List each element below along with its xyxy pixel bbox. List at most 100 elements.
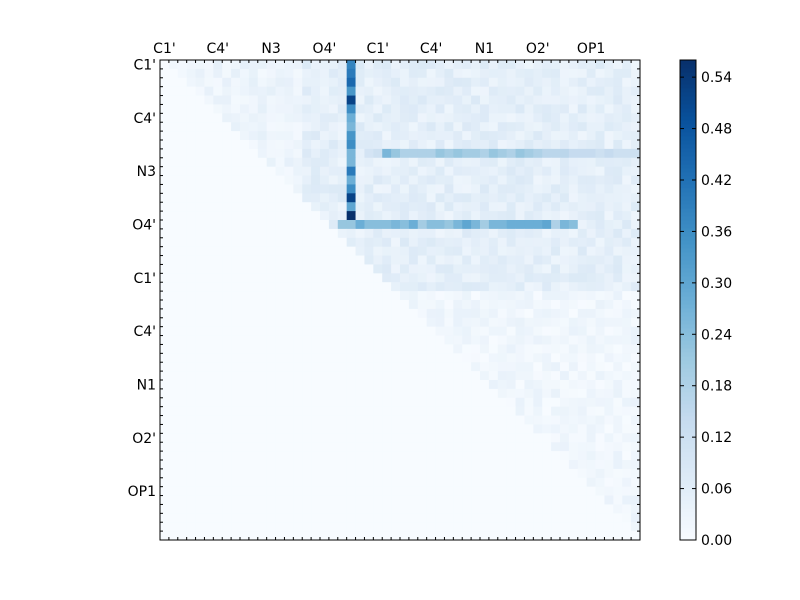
heatmap-cell xyxy=(160,211,170,221)
heatmap-cell xyxy=(560,131,570,141)
heatmap-cell xyxy=(364,344,374,354)
heatmap-cell xyxy=(355,211,365,221)
heatmap-cell xyxy=(444,193,454,203)
heatmap-cell xyxy=(480,300,490,310)
heatmap-cell xyxy=(488,148,499,159)
heatmap-cell xyxy=(453,202,463,212)
heatmap-cell xyxy=(453,255,463,265)
heatmap-cell xyxy=(346,300,356,310)
heatmap-cell xyxy=(515,86,525,96)
heatmap-cell xyxy=(204,344,214,354)
heatmap-cell xyxy=(222,140,232,150)
heatmap-cell xyxy=(604,175,614,185)
heatmap-cell xyxy=(346,451,356,461)
heatmap-cell xyxy=(515,522,525,532)
heatmap-cell xyxy=(284,184,294,194)
heatmap-cell xyxy=(168,255,179,265)
heatmap-cell xyxy=(302,460,312,470)
heatmap-cell xyxy=(417,166,428,176)
heatmap-cell xyxy=(497,228,508,239)
heatmap-cell xyxy=(355,397,365,408)
heatmap-cell xyxy=(320,246,330,256)
heatmap-cell xyxy=(408,504,419,514)
heatmap-cell xyxy=(168,166,179,176)
heatmap-cell xyxy=(631,246,641,256)
heatmap-cell xyxy=(293,77,303,88)
heatmap-cell xyxy=(595,504,605,514)
heatmap-cell xyxy=(471,113,481,123)
heatmap-cell xyxy=(506,486,516,496)
heatmap-cell xyxy=(462,468,472,479)
heatmap-cell xyxy=(453,68,463,79)
heatmap-cell xyxy=(364,140,374,150)
heatmap-cell xyxy=(444,335,454,345)
heatmap-cell xyxy=(515,166,525,176)
heatmap-cell xyxy=(515,273,525,283)
heatmap-cell xyxy=(400,424,410,434)
heatmap-cell xyxy=(408,122,419,132)
colorbar-segment xyxy=(680,492,696,497)
heatmap-cell xyxy=(231,246,241,256)
heatmap-cells xyxy=(160,60,641,541)
heatmap-cell xyxy=(311,362,321,372)
heatmap-cell xyxy=(186,68,196,79)
heatmap-cell xyxy=(488,531,499,541)
heatmap-cell xyxy=(560,477,570,488)
heatmap-cell xyxy=(346,273,356,283)
heatmap-cell xyxy=(302,184,312,194)
heatmap-cell xyxy=(186,166,196,176)
colorbar-segment xyxy=(680,316,696,321)
heatmap-cell xyxy=(417,522,428,532)
heatmap-cell xyxy=(257,495,268,505)
heatmap-cell xyxy=(257,460,268,470)
heatmap-cell xyxy=(266,60,276,70)
heatmap-cell xyxy=(595,282,605,292)
heatmap-cell xyxy=(400,415,410,425)
heatmap-cell xyxy=(213,442,223,452)
heatmap-cell xyxy=(435,264,445,274)
heatmap-cell xyxy=(168,353,179,363)
heatmap-cell xyxy=(266,68,276,79)
heatmap-cell xyxy=(204,211,214,221)
heatmap-cell xyxy=(471,166,481,176)
heatmap-cell xyxy=(506,442,516,452)
heatmap-cell xyxy=(577,415,588,425)
heatmap-cell xyxy=(302,60,312,70)
heatmap-cell xyxy=(311,122,321,132)
heatmap-cell xyxy=(524,388,534,399)
heatmap-cell xyxy=(382,282,392,292)
heatmap-cell xyxy=(595,291,605,301)
heatmap-cell xyxy=(400,193,410,203)
heatmap-cell xyxy=(488,522,499,532)
heatmap-cell xyxy=(284,193,294,203)
heatmap-cell xyxy=(462,122,472,132)
heatmap-cell xyxy=(426,335,436,345)
heatmap-cell xyxy=(506,273,516,283)
heatmap-cell xyxy=(293,380,303,390)
heatmap-cell xyxy=(373,380,383,390)
heatmap-cell xyxy=(595,273,605,283)
heatmap-cell xyxy=(266,273,276,283)
heatmap-cell xyxy=(320,460,330,470)
heatmap-cell xyxy=(488,451,499,461)
heatmap-cell xyxy=(533,273,543,283)
heatmap-cell xyxy=(560,522,570,532)
heatmap-cell xyxy=(204,175,214,185)
heatmap-cell xyxy=(382,397,392,408)
heatmap-cell xyxy=(275,140,285,150)
heatmap-cell xyxy=(195,317,205,328)
heatmap-cell xyxy=(204,104,214,114)
heatmap-cell xyxy=(346,220,356,230)
heatmap-cell xyxy=(613,388,623,399)
heatmap-cell xyxy=(346,380,356,390)
heatmap-cell xyxy=(515,104,525,114)
heatmap-cell xyxy=(337,317,348,328)
heatmap-cell xyxy=(337,166,348,176)
heatmap-cell xyxy=(542,388,552,399)
heatmap-cell xyxy=(622,273,632,283)
heatmap-cell xyxy=(560,86,570,96)
heatmap-cell xyxy=(320,406,330,416)
x-tick-label: O4' xyxy=(313,41,337,57)
heatmap-cell xyxy=(320,433,330,443)
heatmap-cell xyxy=(275,113,285,123)
